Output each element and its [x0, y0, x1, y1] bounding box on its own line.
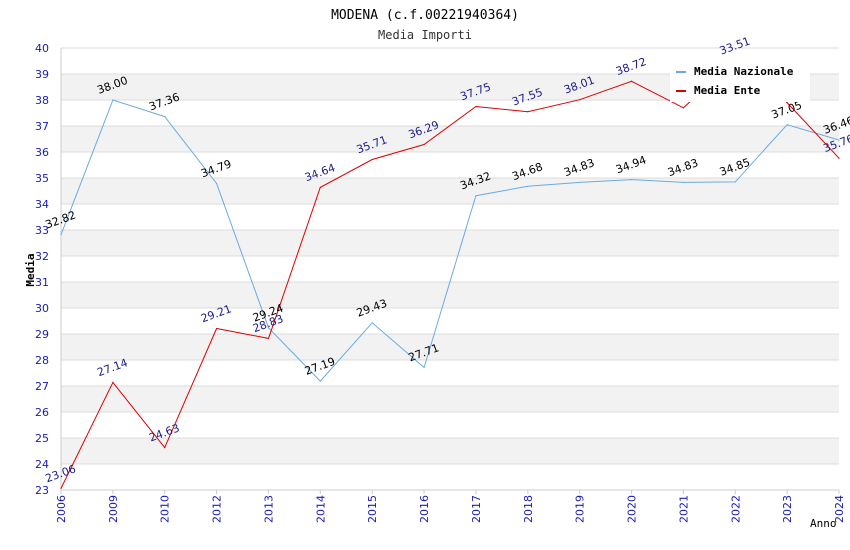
plot-band: [61, 360, 839, 386]
plot-band: [61, 282, 839, 308]
data-point: [164, 447, 166, 449]
x-axis-label: Anno: [810, 517, 837, 530]
y-tick-label: 33: [35, 224, 49, 237]
x-tick-label: 2013: [262, 495, 275, 523]
data-point: [734, 181, 736, 183]
y-tick-label: 29: [35, 328, 49, 341]
plot-band: [61, 256, 839, 282]
data-point: [112, 99, 114, 101]
data-point: [475, 105, 477, 108]
plot-band: [61, 334, 839, 360]
plot-band: [61, 386, 839, 412]
data-point: [630, 178, 633, 181]
x-tick-label: 2016: [418, 495, 431, 523]
data-point: [371, 322, 373, 324]
plot-band: [61, 100, 839, 126]
chart-subtitle: Media Importi: [378, 28, 472, 42]
y-tick-label: 26: [35, 406, 49, 419]
data-point: [267, 337, 270, 340]
data-point: [527, 111, 529, 113]
data-point: [216, 327, 218, 330]
plot-band: [61, 464, 839, 490]
plot-band: [61, 308, 839, 334]
legend-label-media-ente: Media Ente: [694, 84, 761, 97]
data-point: [319, 380, 321, 382]
x-tick-label: 2019: [574, 495, 587, 523]
y-tick-label: 30: [35, 302, 49, 315]
data-point: [112, 381, 114, 383]
y-tick-label: 38: [35, 94, 49, 107]
plot-band: [61, 152, 839, 178]
x-tick-label: 2014: [314, 495, 327, 523]
series-line-media-nazionale: [60, 99, 840, 382]
plot-band: [61, 412, 839, 438]
legend-box: [670, 60, 810, 102]
x-tick-label: 2020: [626, 495, 639, 523]
data-point: [371, 158, 373, 161]
plot-band: [61, 126, 839, 152]
chart-title: MODENA (c.f.00221940364): [331, 8, 519, 23]
data-point: [319, 186, 321, 188]
y-tick-label: 28: [35, 354, 49, 367]
x-tick-label: 2023: [781, 495, 794, 523]
y-tick-label: 32: [35, 250, 49, 263]
x-tick-label: 2015: [366, 495, 379, 523]
data-point: [682, 107, 685, 109]
data-point: [267, 327, 270, 329]
y-tick-label: 35: [35, 172, 49, 185]
x-tick-label: 2024: [833, 495, 846, 523]
y-tick-labels: 23 24 25 26 27 28 29 30 31 32 33 34 35 36 37 38 39 40: [35, 42, 49, 497]
data-point: [216, 182, 218, 185]
x-tick-label: 2009: [107, 495, 120, 523]
data-point: [786, 124, 788, 126]
x-tick-label: 2012: [211, 495, 224, 523]
y-tick-label: 23: [35, 484, 49, 497]
data-point: [579, 99, 581, 101]
data-point: [579, 181, 581, 184]
data-point: [786, 102, 788, 104]
legend: Media Nazionale Media Ente: [670, 60, 810, 102]
legend-label-media-nazionale: Media Nazionale: [694, 65, 794, 78]
data-point: [475, 195, 477, 197]
y-tick-label: 37: [35, 120, 49, 133]
axes: [60, 48, 839, 491]
y-tick-label: 25: [35, 432, 49, 445]
data-point: [838, 157, 840, 159]
y-tick-label: 36: [35, 146, 49, 159]
y-tick-label: 39: [35, 68, 49, 81]
y-axis-label: Media: [24, 253, 37, 286]
data-point: [60, 234, 62, 236]
y-tick-label: 24: [35, 458, 49, 471]
data-point: [838, 139, 840, 141]
y-tick-label: 34: [35, 198, 49, 211]
data-point: [60, 487, 62, 490]
x-tick-label: 2018: [522, 495, 535, 523]
x-tick-label: 2006: [55, 495, 68, 523]
x-tick-label: 2017: [470, 495, 483, 523]
data-point: [164, 116, 166, 118]
plot-background: [61, 48, 839, 490]
x-tick-label: 2010: [159, 495, 172, 523]
plot-band: [61, 230, 839, 256]
x-tick-labels: 2006 2009 2010 2012 2013 2014 2015 2016 2017 2018…: [55, 490, 846, 523]
plot-band: [61, 438, 839, 464]
x-tick-label: 2022: [729, 495, 742, 523]
x-tick-label: 2021: [677, 495, 690, 523]
data-point: [682, 181, 685, 184]
y-tick-label: 27: [35, 380, 49, 393]
data-point: [527, 185, 529, 187]
plot-band: [61, 204, 839, 230]
data-point: [630, 80, 633, 82]
data-point: [423, 143, 425, 146]
data-point: [423, 366, 425, 369]
y-tick-label: 40: [35, 42, 49, 55]
y-tick-label: 31: [35, 276, 49, 289]
